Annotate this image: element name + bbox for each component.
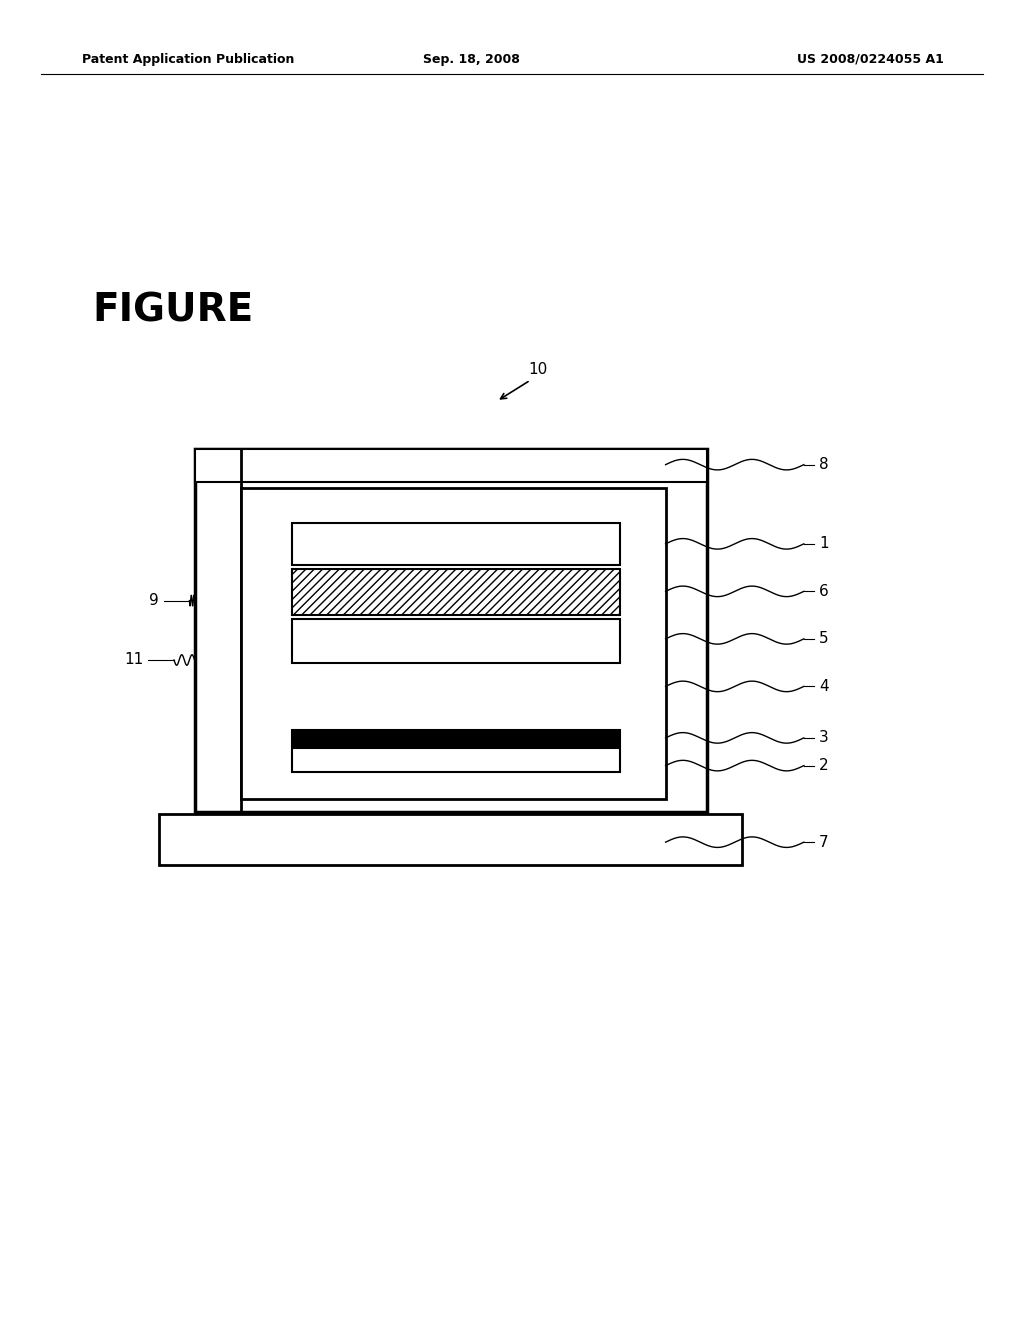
Bar (292, 523, 620, 565)
Text: 5: 5 (819, 631, 828, 647)
Text: 2: 2 (819, 758, 828, 774)
Bar (292, 619, 620, 663)
Text: Sep. 18, 2008: Sep. 18, 2008 (423, 53, 519, 66)
Text: 3: 3 (819, 730, 829, 746)
Bar (241, 488, 666, 799)
Bar (292, 730, 620, 746)
Text: 4: 4 (819, 678, 828, 694)
Text: 11: 11 (124, 652, 143, 668)
Text: 9: 9 (148, 593, 159, 609)
Text: 6: 6 (819, 583, 829, 599)
Text: 8: 8 (819, 457, 828, 473)
Text: FIGURE: FIGURE (92, 292, 253, 329)
Bar (159, 814, 742, 865)
Text: 7: 7 (819, 834, 828, 850)
Text: 10: 10 (528, 362, 547, 378)
Bar (292, 569, 620, 615)
Bar (292, 748, 620, 772)
Text: Patent Application Publication: Patent Application Publication (82, 53, 294, 66)
Text: US 2008/0224055 A1: US 2008/0224055 A1 (797, 53, 944, 66)
Text: 1: 1 (819, 536, 828, 552)
Bar (195, 449, 707, 482)
Bar (195, 449, 707, 812)
